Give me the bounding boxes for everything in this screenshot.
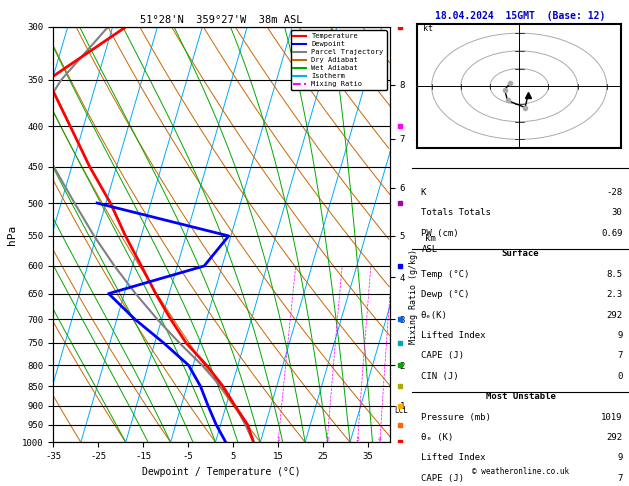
Text: kt: kt — [423, 24, 433, 34]
Y-axis label: km
ASL: km ASL — [422, 235, 438, 254]
Y-axis label: hPa: hPa — [7, 225, 17, 244]
Text: 18.04.2024  15GMT  (Base: 12): 18.04.2024 15GMT (Base: 12) — [435, 11, 606, 21]
Text: 3: 3 — [355, 437, 360, 442]
Text: Lifted Index: Lifted Index — [421, 453, 485, 463]
Text: Most Unstable: Most Unstable — [486, 392, 555, 401]
Text: θₑ(K): θₑ(K) — [421, 311, 448, 320]
Text: © weatheronline.co.uk: © weatheronline.co.uk — [472, 467, 569, 476]
Text: 8.5: 8.5 — [606, 270, 623, 279]
Text: Lifted Index: Lifted Index — [421, 331, 485, 340]
Text: 292: 292 — [606, 311, 623, 320]
Text: CAPE (J): CAPE (J) — [421, 474, 464, 483]
Text: 1: 1 — [276, 437, 280, 442]
Text: 1019: 1019 — [601, 413, 623, 422]
Text: 9: 9 — [617, 331, 623, 340]
Text: Totals Totals: Totals Totals — [421, 208, 491, 218]
Text: PW (cm): PW (cm) — [421, 229, 459, 238]
Text: 0: 0 — [617, 372, 623, 381]
Text: 7: 7 — [617, 474, 623, 483]
Text: Dewp (°C): Dewp (°C) — [421, 290, 469, 299]
Text: Pressure (mb): Pressure (mb) — [421, 413, 491, 422]
Text: 4: 4 — [378, 437, 382, 442]
Text: 2.3: 2.3 — [606, 290, 623, 299]
Title: 51°28'N  359°27'W  38m ASL: 51°28'N 359°27'W 38m ASL — [140, 15, 303, 25]
Text: -28: -28 — [606, 188, 623, 197]
Text: 0.69: 0.69 — [601, 229, 623, 238]
Text: Temp (°C): Temp (°C) — [421, 270, 469, 279]
Text: Mixing Ratio (g/kg): Mixing Ratio (g/kg) — [409, 249, 418, 344]
Text: θₑ (K): θₑ (K) — [421, 433, 453, 442]
Legend: Temperature, Dewpoint, Parcel Trajectory, Dry Adiabat, Wet Adiabat, Isotherm, Mi: Temperature, Dewpoint, Parcel Trajectory… — [291, 30, 386, 90]
Text: K: K — [421, 188, 426, 197]
Text: CIN (J): CIN (J) — [421, 372, 459, 381]
Text: CAPE (J): CAPE (J) — [421, 351, 464, 361]
Text: 9: 9 — [617, 453, 623, 463]
Text: Surface: Surface — [502, 249, 539, 259]
Text: 2: 2 — [325, 437, 329, 442]
Text: 30: 30 — [612, 208, 623, 218]
Text: LCL: LCL — [394, 406, 408, 415]
Text: 7: 7 — [617, 351, 623, 361]
X-axis label: Dewpoint / Temperature (°C): Dewpoint / Temperature (°C) — [142, 467, 301, 477]
Text: 292: 292 — [606, 433, 623, 442]
